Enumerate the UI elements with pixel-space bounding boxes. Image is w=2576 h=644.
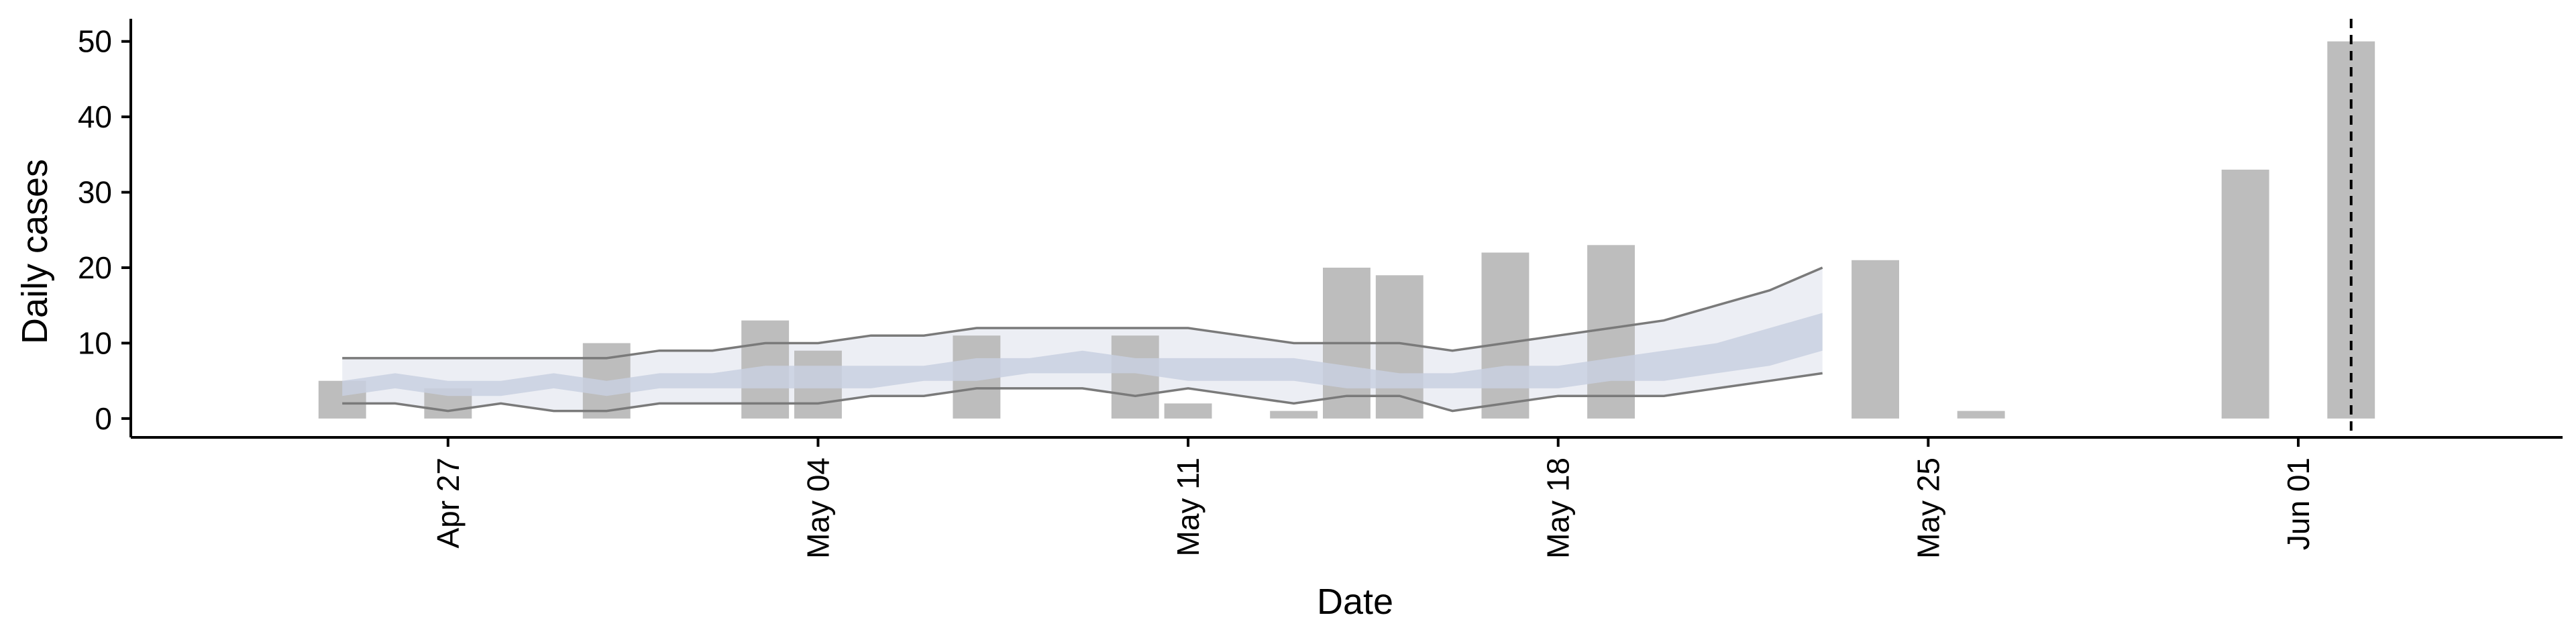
y-tick-label: 30 <box>78 175 112 210</box>
case-bar <box>1481 252 1529 419</box>
x-axis-title: Date <box>1317 582 1393 622</box>
case-bar <box>1851 260 1899 419</box>
axes-layer <box>129 19 2563 439</box>
case-bar <box>1375 275 1424 419</box>
band-edge-layer <box>342 266 1823 413</box>
bars-layer <box>318 41 2375 419</box>
y-tick-label: 0 <box>95 401 112 436</box>
outer-band-lower-line <box>342 372 1823 413</box>
case-bar <box>1587 245 1635 419</box>
case-bar <box>2221 169 2269 419</box>
x-tick-label: May 11 <box>1171 458 1205 556</box>
ticks-layer: 0 10 20 30 40 50 Apr 27 May 04 May 11 May 18 May 2… <box>78 24 2316 559</box>
x-tick-label: May 04 <box>801 458 836 559</box>
case-bar <box>1270 411 1318 419</box>
y-tick-label: 10 <box>78 325 112 360</box>
inner-band-layer <box>342 313 1823 396</box>
x-tick-label: Apr 27 <box>431 458 466 549</box>
y-axis-title: Daily cases <box>15 159 55 344</box>
x-tick-label: Jun 01 <box>2281 458 2316 550</box>
case-bar <box>1164 403 1212 419</box>
y-tick-label: 50 <box>78 24 112 59</box>
inner-band <box>342 313 1823 396</box>
y-tick-label: 40 <box>78 99 112 134</box>
x-tick-label: May 18 <box>1541 458 1576 559</box>
case-bar <box>1111 335 1159 419</box>
outer-band-upper-line <box>342 266 1823 360</box>
y-tick-label: 20 <box>78 250 112 285</box>
case-bar <box>1957 411 2005 419</box>
x-tick-label: May 25 <box>1911 458 1945 559</box>
